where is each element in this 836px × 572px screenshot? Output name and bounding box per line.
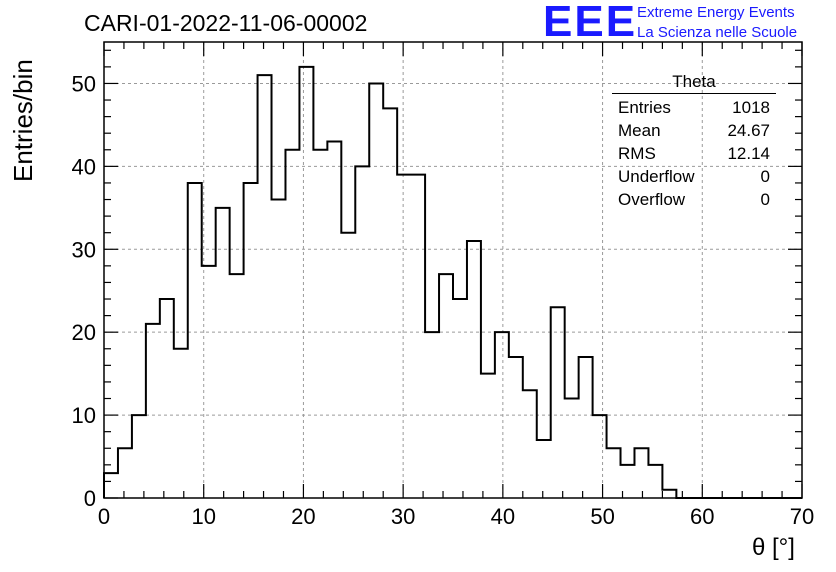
histogram-bin [634, 448, 648, 498]
logo-tagline-2: La Scienza nelle Scuole [637, 24, 798, 41]
x-tick-label: 0 [98, 504, 110, 529]
histogram-bin [230, 274, 244, 498]
y-tick-label: 30 [72, 237, 96, 262]
stats-row-mean: Mean 24.67 [612, 119, 776, 142]
eee-logo: EEE [543, 0, 638, 46]
stats-value: 12.14 [727, 144, 770, 163]
x-tick-label: 30 [391, 504, 415, 529]
histogram-bin [481, 374, 495, 498]
histogram-bin [551, 307, 565, 498]
histogram-bin [397, 175, 411, 498]
stats-label: Mean [618, 121, 661, 140]
logo-tagline-1: Extreme Energy Events [637, 4, 795, 21]
stats-row-overflow: Overflow 0 [612, 188, 776, 211]
histogram-bin [537, 440, 551, 498]
histogram-bin [439, 274, 453, 498]
histogram-bin [565, 399, 579, 498]
histogram-outline [103, 65, 802, 499]
y-tick-label: 10 [72, 403, 96, 428]
stats-label: Overflow [618, 190, 686, 209]
histogram-bin [509, 357, 523, 498]
stats-value: 0 [760, 167, 770, 186]
histogram-bin [593, 415, 607, 498]
x-tick-label: 70 [790, 504, 814, 529]
plot-frame [103, 41, 803, 499]
histogram-bin [383, 108, 397, 498]
histogram-bin [662, 490, 676, 498]
histogram-bin [607, 448, 621, 498]
histogram-bin [104, 473, 118, 498]
stats-row-underflow: Underflow 0 [612, 165, 776, 188]
histogram-bin [341, 233, 355, 498]
stats-label: Entries [618, 98, 671, 117]
histogram-bin [174, 349, 188, 498]
stats-box: Theta Entries 1018 Mean 24.67 RMS 12.14 … [612, 72, 776, 211]
histogram-bin [579, 357, 593, 498]
histogram-bin [244, 183, 258, 498]
histogram-bin [132, 415, 146, 498]
histogram-bin [299, 67, 313, 498]
stats-title: Theta [612, 72, 776, 94]
histogram-bin [272, 200, 286, 498]
histogram-bin [523, 390, 537, 498]
stats-value: 24.67 [727, 121, 770, 140]
histogram-bin [188, 183, 202, 498]
histogram-bin [285, 150, 299, 498]
stats-label: Underflow [618, 167, 695, 186]
x-tick-label: 20 [291, 504, 315, 529]
histogram-bin [411, 175, 425, 498]
y-tick-label: 40 [72, 154, 96, 179]
histogram-bin [146, 324, 160, 498]
y-tick-label: 0 [84, 486, 96, 511]
histogram-bin [453, 299, 467, 498]
histogram-bin [258, 75, 272, 498]
x-tick-label: 60 [690, 504, 714, 529]
stats-value: 1018 [732, 98, 770, 117]
histogram-bin [160, 299, 174, 498]
stats-value: 0 [760, 190, 770, 209]
y-axis-label: Entries/bin [8, 59, 38, 182]
stats-row-entries: Entries 1018 [612, 96, 776, 119]
histogram-bin [648, 465, 662, 498]
x-axis-label: θ [°] [752, 534, 795, 561]
x-tick-label: 40 [491, 504, 515, 529]
x-tick-label: 10 [191, 504, 215, 529]
chart-title: CARI-01-2022-11-06-00002 [84, 10, 368, 36]
histogram-bin [467, 241, 481, 498]
stats-label: RMS [618, 144, 656, 163]
histogram-bin [216, 208, 230, 498]
histogram-bin [118, 448, 132, 498]
histogram-bin [327, 141, 341, 498]
stats-row-rms: RMS 12.14 [612, 142, 776, 165]
histogram-bin [313, 150, 327, 498]
y-tick-label: 20 [72, 320, 96, 345]
x-tick-label: 50 [590, 504, 614, 529]
histogram-bin [369, 83, 383, 498]
y-tick-label: 50 [72, 71, 96, 96]
